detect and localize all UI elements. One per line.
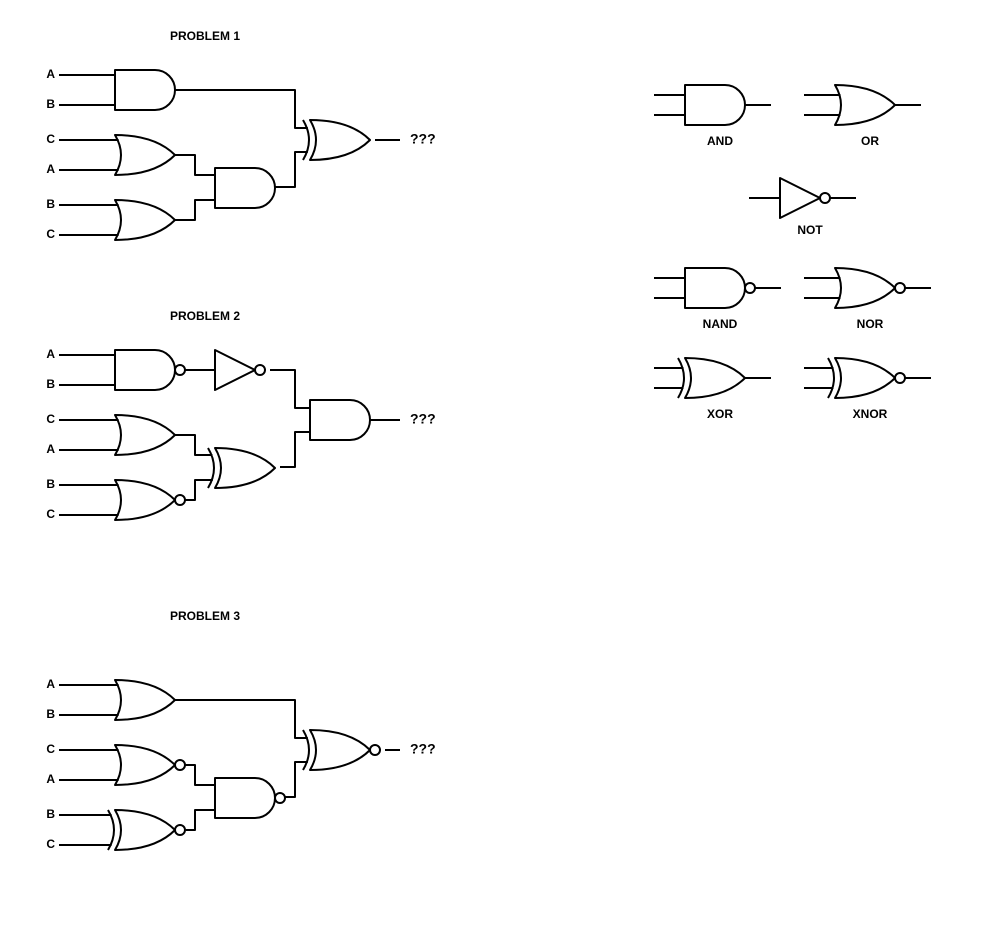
legend-gate-and-icon — [685, 85, 745, 125]
input-label: C — [46, 507, 55, 521]
legend-item-xor: XOR — [655, 358, 770, 421]
problem-2: PROBLEM 2 A B C A B C??? — [46, 309, 435, 521]
problem-title: PROBLEM 1 — [170, 29, 240, 43]
legend-item-nand: NAND — [655, 268, 780, 331]
legend-gate-nand-icon — [685, 268, 755, 308]
legend-label: NAND — [703, 317, 738, 331]
legend-item-and: AND — [655, 85, 770, 148]
input-label: C — [46, 742, 55, 756]
legend-item-nor: NOR — [805, 268, 930, 331]
input-label: B — [46, 377, 55, 391]
problem-1: PROBLEM 1 A B C A B C??? — [46, 29, 435, 241]
input-label: A — [46, 347, 55, 361]
legend-item-or: OR — [805, 85, 920, 148]
input-label: B — [46, 707, 55, 721]
legend-gate-nor-icon — [835, 268, 905, 308]
legend-gate-xor-icon — [678, 358, 745, 398]
input-label: A — [46, 67, 55, 81]
legend-label: NOT — [797, 223, 823, 237]
problems: PROBLEM 1ABCABC???PROBLEM 2ABCABC???PROB… — [46, 29, 435, 851]
input-label: B — [46, 197, 55, 211]
legend-item-xnor: XNOR — [805, 358, 930, 421]
input-label: B — [46, 477, 55, 491]
output-label: ??? — [410, 741, 436, 757]
gate-or — [115, 200, 175, 240]
gate-xnor — [108, 810, 185, 850]
input-label: B — [46, 807, 55, 821]
legend-label: AND — [707, 134, 733, 148]
problem-title: PROBLEM 3 — [170, 609, 240, 623]
legend-gate-xnor-icon — [828, 358, 905, 398]
legend-item-not: NOT — [750, 178, 855, 237]
gate-or — [115, 680, 175, 720]
input-label: C — [46, 837, 55, 851]
legend-label: NOR — [857, 317, 884, 331]
gate-xnor — [303, 730, 380, 770]
gate-xor — [208, 448, 275, 488]
input-label: C — [46, 132, 55, 146]
input-label: B — [46, 97, 55, 111]
gate-and — [310, 400, 370, 440]
problem-3: PROBLEM 3 A B C A B C??? — [46, 609, 435, 851]
problem-title: PROBLEM 2 — [170, 309, 240, 323]
input-label: A — [46, 442, 55, 456]
legend-label: OR — [861, 134, 879, 148]
gate-and — [215, 168, 275, 208]
input-label: C — [46, 227, 55, 241]
input-label: A — [46, 162, 55, 176]
legend-gate-or-icon — [835, 85, 895, 125]
gate-not — [215, 350, 265, 390]
gate-nor — [115, 480, 185, 520]
gate-or — [115, 415, 175, 455]
input-label: A — [46, 677, 55, 691]
gate-xor — [303, 120, 370, 160]
gate-nor — [115, 745, 185, 785]
gate-nand — [115, 350, 185, 390]
input-label: A — [46, 772, 55, 786]
legend-label: XNOR — [853, 407, 888, 421]
legend-gate-not-icon — [780, 178, 830, 218]
gate-or — [115, 135, 175, 175]
output-label: ??? — [410, 131, 436, 147]
input-label: C — [46, 412, 55, 426]
gate-and — [115, 70, 175, 110]
gate-nand — [215, 778, 285, 818]
output-label: ??? — [410, 411, 436, 427]
gate-legend: AND OR NOT NAND NOR XOR XNOR — [655, 85, 930, 421]
legend-label: XOR — [707, 407, 733, 421]
